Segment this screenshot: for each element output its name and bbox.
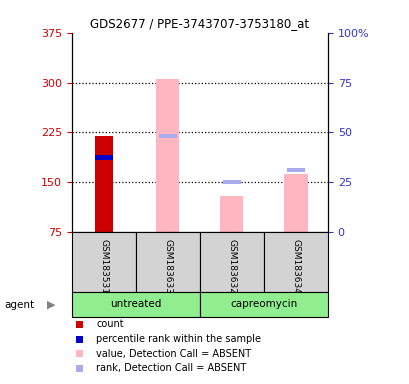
Title: GDS2677 / PPE-3743707-3753180_at: GDS2677 / PPE-3743707-3753180_at xyxy=(90,17,309,30)
Bar xyxy=(222,180,240,184)
Bar xyxy=(72,232,135,292)
Bar xyxy=(156,79,179,232)
Bar xyxy=(200,292,327,317)
Bar xyxy=(94,136,112,232)
Bar xyxy=(284,174,307,232)
Text: GSM183632: GSM183632 xyxy=(227,240,236,295)
Text: capreomycin: capreomycin xyxy=(230,299,297,310)
Text: count: count xyxy=(96,319,124,329)
Text: percentile rank within the sample: percentile rank within the sample xyxy=(96,334,261,344)
Bar xyxy=(263,232,327,292)
Bar xyxy=(72,292,200,317)
Text: rank, Detection Call = ABSENT: rank, Detection Call = ABSENT xyxy=(96,363,246,373)
Bar xyxy=(220,196,243,232)
Text: value, Detection Call = ABSENT: value, Detection Call = ABSENT xyxy=(96,349,251,359)
Bar xyxy=(200,232,263,292)
Text: GSM183531: GSM183531 xyxy=(99,240,108,295)
Text: agent: agent xyxy=(4,300,34,310)
Text: untreated: untreated xyxy=(110,299,161,310)
Text: GSM183633: GSM183633 xyxy=(163,240,172,295)
Bar xyxy=(94,155,112,161)
Bar xyxy=(159,134,176,138)
Bar xyxy=(286,169,304,172)
Text: ▶: ▶ xyxy=(47,300,56,310)
Bar xyxy=(135,232,200,292)
Text: GSM183634: GSM183634 xyxy=(291,240,300,295)
